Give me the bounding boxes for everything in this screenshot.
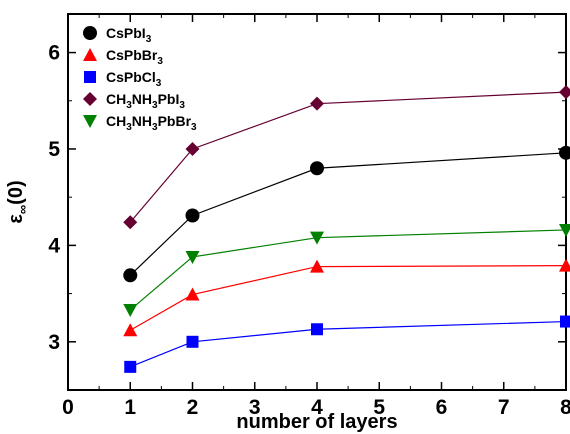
series-layer	[123, 85, 570, 373]
legend-marker-cspbi3	[83, 26, 97, 40]
y-axis-label: ε∞(0)	[5, 180, 30, 223]
y-tick-label: 5	[48, 138, 60, 161]
x-tick-label: 4	[311, 396, 323, 419]
data-point-ch3nh3pbbr3	[123, 303, 138, 317]
legend: CsPbI3CsPbBr3CsPbCl3CH3NH3PbI3CH3NH3PbBr…	[83, 25, 197, 133]
series-cspbcl3	[124, 315, 570, 373]
series-line-cspbbr3	[129, 265, 567, 331]
x-tick-label: 5	[373, 396, 385, 419]
data-point-ch3nh3pbi3	[185, 141, 200, 156]
legend-item-cspbbr3: CsPbBr3	[83, 47, 163, 67]
y-tick-label: 3	[48, 331, 60, 354]
data-point-ch3nh3pbi3	[559, 85, 570, 100]
y-tick-label: 6	[48, 42, 60, 65]
legend-item-cspbcl3: CsPbCl3	[84, 69, 162, 89]
y-axis-label-tail: (0)	[5, 180, 27, 204]
data-point-cspbbr3	[310, 259, 324, 273]
data-point-cspbbr3	[559, 258, 570, 272]
legend-marker-ch3nh3pbi3	[83, 92, 97, 106]
x-tick-label: 1	[124, 396, 136, 419]
data-point-cspbcl3	[186, 335, 199, 348]
series-line-ch3nh3pbi3	[129, 91, 567, 223]
legend-label-cspbi3: CsPbI3	[106, 25, 152, 45]
series-line-cspbcl3	[130, 320, 567, 368]
legend-item-cspbi3: CsPbI3	[83, 25, 152, 45]
legend-marker-cspbbr3	[83, 48, 97, 61]
data-point-ch3nh3pbbr3	[310, 231, 324, 245]
x-tick-label: 2	[187, 396, 199, 419]
x-tick-label: 0	[62, 396, 74, 419]
data-point-cspbbr3	[123, 323, 138, 337]
data-point-cspbi3	[123, 268, 138, 283]
legend-label-ch3nh3pbi3: CH3NH3PbI3	[106, 91, 185, 111]
data-point-cspbcl3	[124, 360, 137, 373]
series-cspbbr3	[123, 258, 570, 337]
x-tick-label: 7	[498, 396, 510, 419]
legend-label-ch3nh3pbbr3: CH3NH3PbBr3	[106, 113, 197, 133]
data-point-cspbcl3	[560, 315, 570, 328]
y-axis-label-sub: ∞	[15, 205, 30, 214]
data-point-cspbi3	[185, 208, 200, 223]
y-axis-label-main: ε	[5, 214, 27, 224]
data-point-ch3nh3pbbr3	[559, 223, 570, 237]
legend-marker-ch3nh3pbbr3	[83, 115, 97, 128]
axis-ticks	[67, 14, 567, 391]
legend-item-ch3nh3pbi3: CH3NH3PbI3	[83, 91, 185, 111]
series-ch3nh3pbbr3	[123, 223, 570, 317]
series-ch3nh3pbi3	[123, 85, 570, 230]
legend-marker-cspbcl3	[84, 71, 96, 83]
tick-labels: 0 1 2 3 4 5 6 7 8 3 4 5 6	[48, 42, 570, 419]
data-point-cspbcl3	[311, 323, 323, 336]
data-point-cspbbr3	[185, 287, 200, 301]
data-point-cspbi3	[559, 145, 570, 160]
x-tick-label: 8	[560, 396, 570, 419]
x-axis-label: number of layers	[236, 411, 397, 433]
series-line-ch3nh3pbbr3	[129, 229, 567, 311]
data-point-ch3nh3pbi3	[310, 96, 324, 111]
data-point-ch3nh3pbbr3	[185, 250, 200, 264]
series-cspbi3	[123, 145, 570, 283]
data-point-cspbi3	[310, 161, 324, 176]
legend-item-ch3nh3pbbr3: CH3NH3PbBr3	[83, 113, 197, 133]
legend-label-cspbcl3: CsPbCl3	[106, 69, 162, 89]
x-tick-label: 3	[249, 396, 261, 419]
legend-label-cspbbr3: CsPbBr3	[106, 47, 163, 67]
series-line-cspbi3	[129, 152, 567, 276]
x-tick-label: 6	[436, 396, 448, 419]
data-point-ch3nh3pbi3	[123, 215, 138, 230]
y-tick-label: 4	[48, 234, 60, 257]
